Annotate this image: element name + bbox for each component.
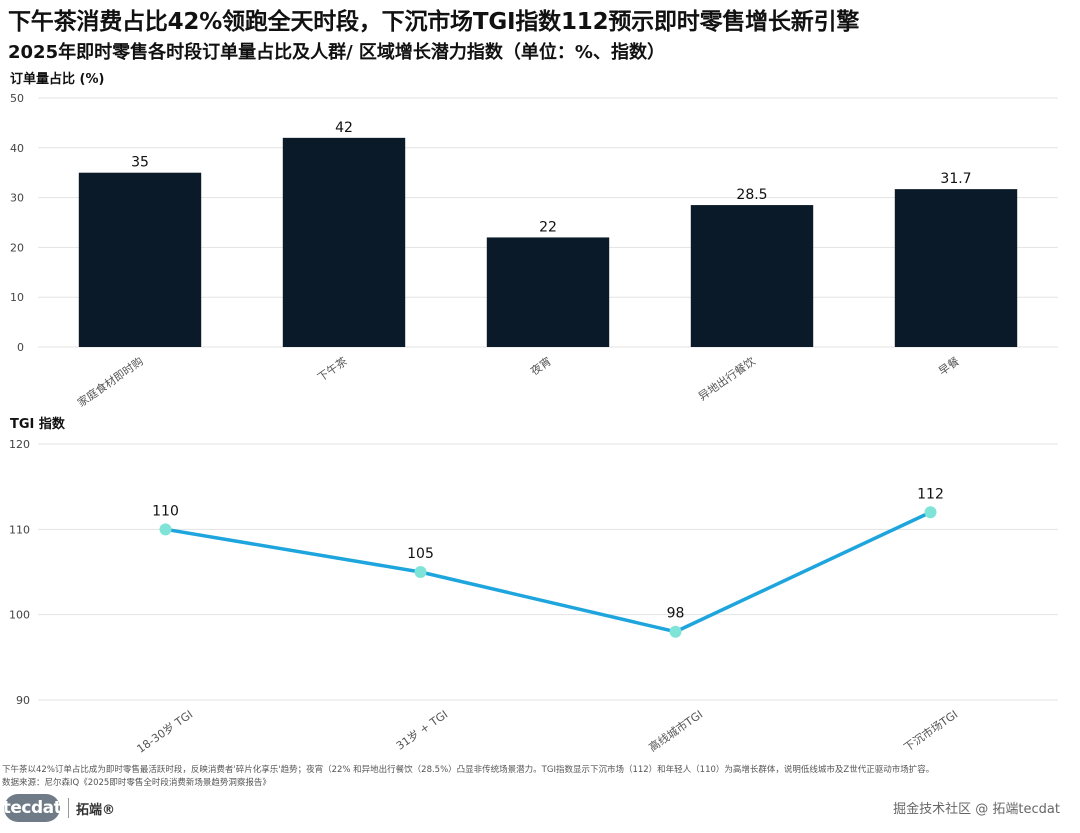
bar-value-label: 31.7 bbox=[940, 171, 971, 187]
footnote: 下午茶以42%订单占比成为即时零售最活跃时段，反映消费者'碎片化享乐'趋势；夜宵… bbox=[2, 764, 1078, 790]
line-x-tick-label: 高线城市TGI bbox=[646, 707, 705, 754]
bar-y-tick-label: 20 bbox=[10, 241, 24, 254]
line-y-axis-title: TGI 指数 bbox=[10, 416, 66, 432]
chart-title: 下午茶消费占比42%领跑全天时段，下沉市场TGI指数112预示即时零售增长新引擎 bbox=[8, 9, 860, 35]
line-x-tick-label: 18-30岁 TGI bbox=[134, 707, 195, 756]
bar-value-label: 35 bbox=[131, 155, 149, 171]
brand: tecdat 拓端® bbox=[3, 794, 116, 822]
chart-canvas: 订单量占比 (%) 0 10 20 30 40 50 35 家庭食材即时购 42 下午茶 22 夜宵 28… bbox=[9, 71, 1058, 756]
line-x-tick-label: 31岁 + TGI bbox=[393, 707, 450, 753]
bar-y-axis-title: 订单量占比 (%) bbox=[10, 71, 104, 87]
bar-x-tick-label: 夜宵 bbox=[528, 354, 554, 378]
line-y-tick-label: 90 bbox=[16, 694, 30, 707]
bar bbox=[690, 205, 814, 347]
bar bbox=[78, 172, 202, 347]
line-point bbox=[414, 566, 427, 578]
bar-y-tick-label: 50 bbox=[10, 92, 24, 105]
line-value-label: 112 bbox=[917, 486, 944, 502]
bar-y-tick-label: 30 bbox=[10, 192, 24, 205]
brand-name: 拓端® bbox=[76, 802, 116, 818]
bar-y-tick-label: 40 bbox=[10, 142, 24, 155]
line-value-label: 105 bbox=[407, 546, 434, 562]
bar-y-tick-label: 10 bbox=[10, 291, 24, 304]
line-point bbox=[159, 523, 172, 536]
line-series bbox=[165, 510, 932, 634]
line-y-tick-label: 120 bbox=[9, 438, 30, 451]
watermark: 掘金技术社区 @ 拓端tecdat bbox=[893, 802, 1060, 817]
bar-x-tick-label: 异地出行餐饮 bbox=[696, 354, 758, 403]
bar bbox=[282, 137, 406, 347]
bar-x-tick-label: 下午茶 bbox=[315, 355, 349, 385]
line-y-tick-label: 100 bbox=[9, 609, 30, 622]
bar-x-tick-label: 早餐 bbox=[936, 354, 962, 378]
bar-value-label: 28.5 bbox=[736, 187, 767, 203]
line-point bbox=[924, 506, 937, 519]
bar-x-tick-label: 家庭食材即时购 bbox=[75, 354, 146, 410]
bar-value-label: 22 bbox=[539, 219, 557, 235]
footnote-source: 数据来源：尼尔森IQ《2025即时零售全时段消费新场景趋势洞察报告》 bbox=[2, 778, 271, 788]
brand-divider bbox=[68, 798, 69, 818]
tecdat-logo: tecdat bbox=[3, 794, 62, 822]
footnote-analysis: 下午茶以42%订单占比成为即时零售最活跃时段，反映消费者'碎片化享乐'趋势；夜宵… bbox=[2, 765, 935, 775]
bar bbox=[894, 189, 1018, 347]
bar bbox=[486, 237, 610, 347]
line-point bbox=[669, 625, 682, 638]
line-value-label: 98 bbox=[667, 606, 685, 622]
line-value-label: 110 bbox=[152, 503, 179, 519]
chart-subtitle: 2025年即时零售各时段订单量占比及人群/ 区域增长潜力指数（单位：%、指数） bbox=[8, 42, 665, 63]
line-x-tick-label: 下沉市场TGI bbox=[901, 707, 960, 754]
bar-y-tick-label: 0 bbox=[17, 341, 24, 354]
bar-value-label: 42 bbox=[335, 120, 353, 136]
line-y-tick-label: 110 bbox=[9, 523, 30, 536]
